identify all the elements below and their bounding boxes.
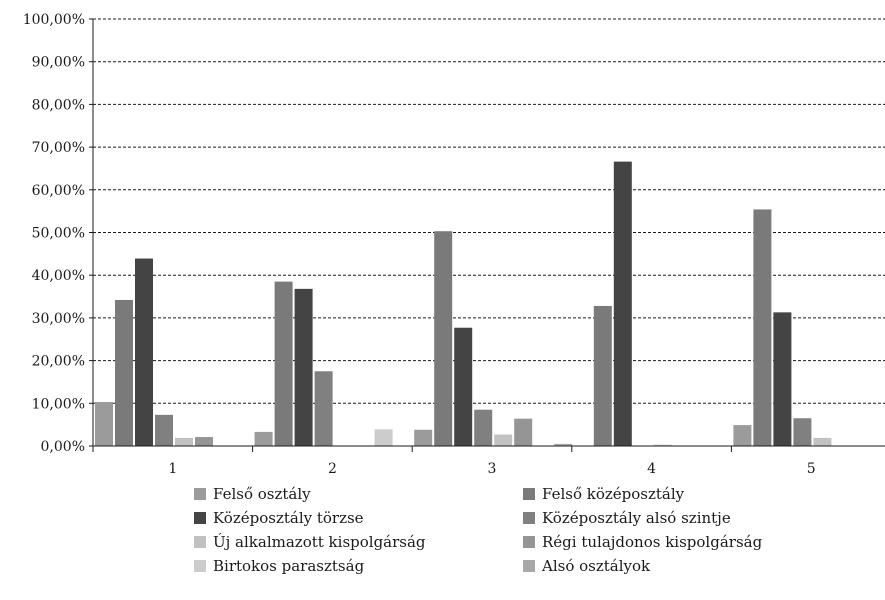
legend-swatch <box>194 488 206 500</box>
legend-swatch <box>523 488 535 500</box>
legend-label: Új alkalmazott kispolgárság <box>213 533 426 551</box>
bar <box>115 299 133 446</box>
legend-label: Középosztály alsó szintje <box>542 509 731 527</box>
legend-label: Alsó osztályok <box>541 557 651 575</box>
bar <box>793 418 812 446</box>
bar <box>733 425 752 446</box>
bar <box>254 431 273 446</box>
x-tick-label: 4 <box>647 461 656 477</box>
legend-label: Birtokos parasztság <box>213 557 365 575</box>
legend-entry: Felső osztály <box>194 485 311 503</box>
legend-entry: Felső középosztály <box>523 485 685 503</box>
bar <box>135 258 153 446</box>
y-tick-label: 30,00% <box>32 311 85 327</box>
bar <box>294 288 313 446</box>
y-tick-label: 40,00% <box>32 268 85 284</box>
bar <box>653 444 672 446</box>
legend-label: Középosztály törzse <box>213 509 364 527</box>
bars <box>95 161 832 447</box>
bar <box>175 437 193 446</box>
bar <box>155 414 173 446</box>
bar <box>773 312 792 446</box>
x-tick-label: 2 <box>328 461 337 477</box>
bar <box>374 429 393 446</box>
bar <box>195 437 213 446</box>
y-tick-label: 20,00% <box>32 354 85 370</box>
legend-entry: Alsó osztályok <box>523 557 651 575</box>
x-tick-label: 3 <box>488 461 497 477</box>
bar <box>554 443 573 446</box>
legend-swatch <box>194 512 206 524</box>
legend-swatch <box>194 536 206 548</box>
legend-swatch <box>523 512 535 524</box>
bar <box>514 418 533 446</box>
bar <box>434 231 453 446</box>
axes <box>92 19 885 447</box>
legend-label: Felső középosztály <box>542 485 685 503</box>
bar <box>613 161 632 447</box>
legend-entry: Új alkalmazott kispolgárság <box>194 533 426 551</box>
y-axis-tick-labels: 0,00% 10,00% 20,00% 30,00% 40,00% 50,00% 60,00… <box>23 12 93 455</box>
bar <box>813 437 832 446</box>
x-axis-tick-labels: 1 2 3 4 5 <box>92 446 816 477</box>
x-tick-label: 1 <box>168 461 177 477</box>
y-tick-label: 60,00% <box>32 183 85 199</box>
y-tick-label: 50,00% <box>32 226 85 242</box>
bar <box>274 281 293 446</box>
legend-swatch <box>523 560 535 572</box>
legend-entry: Birtokos parasztság <box>194 557 365 575</box>
legend-entry: Középosztály törzse <box>194 509 364 527</box>
y-tick-label: 10,00% <box>32 396 85 412</box>
legend-swatch <box>194 560 206 572</box>
y-tick-label: 90,00% <box>32 55 85 71</box>
x-tick-label: 5 <box>807 461 816 477</box>
y-tick-label: 0,00% <box>41 439 85 455</box>
bar <box>494 434 513 446</box>
legend-entry: Régi tulajdonos kispolgárság <box>523 533 763 551</box>
bar <box>593 305 612 446</box>
bar <box>474 409 493 446</box>
bar <box>454 327 473 446</box>
bar <box>314 371 333 446</box>
y-tick-label: 100,00% <box>23 12 85 28</box>
y-tick-label: 80,00% <box>32 97 85 113</box>
legend: Felső osztály Felső középosztály Középoszt… <box>194 485 763 575</box>
legend-entry: Középosztály alsó szintje <box>523 509 731 527</box>
bar <box>95 402 113 446</box>
legend-label: Régi tulajdonos kispolgárság <box>542 533 763 551</box>
bar <box>753 209 772 446</box>
legend-swatch <box>523 536 535 548</box>
y-tick-label: 70,00% <box>32 140 85 156</box>
legend-label: Felső osztály <box>213 485 311 503</box>
bar <box>414 429 433 446</box>
